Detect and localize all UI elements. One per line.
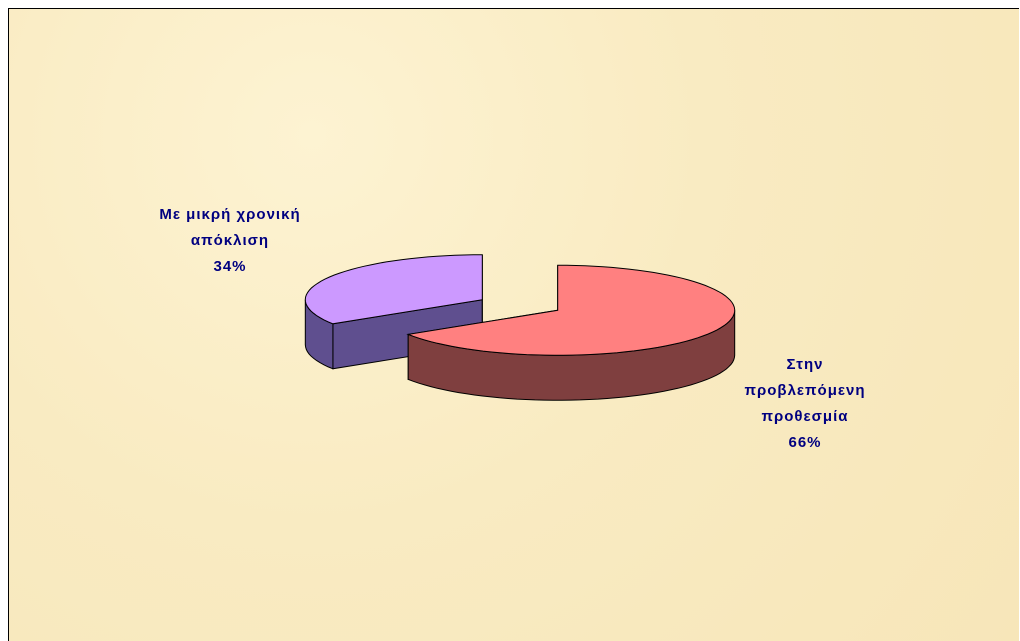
data-label: Στην προβλεπόμενη προθεσμία 66% <box>735 352 875 456</box>
data-label: Με μικρή χρονική απόκλιση 34% <box>125 202 335 280</box>
slice-top <box>304 254 483 325</box>
label-category: Στην προβλεπόμενη προθεσμία <box>744 356 866 425</box>
pie-slice <box>406 264 736 401</box>
label-value: 34% <box>213 258 247 275</box>
label-value: 66% <box>788 434 822 451</box>
label-category: Με μικρή χρονική απόκλιση <box>159 206 301 249</box>
slice-top <box>406 264 736 356</box>
